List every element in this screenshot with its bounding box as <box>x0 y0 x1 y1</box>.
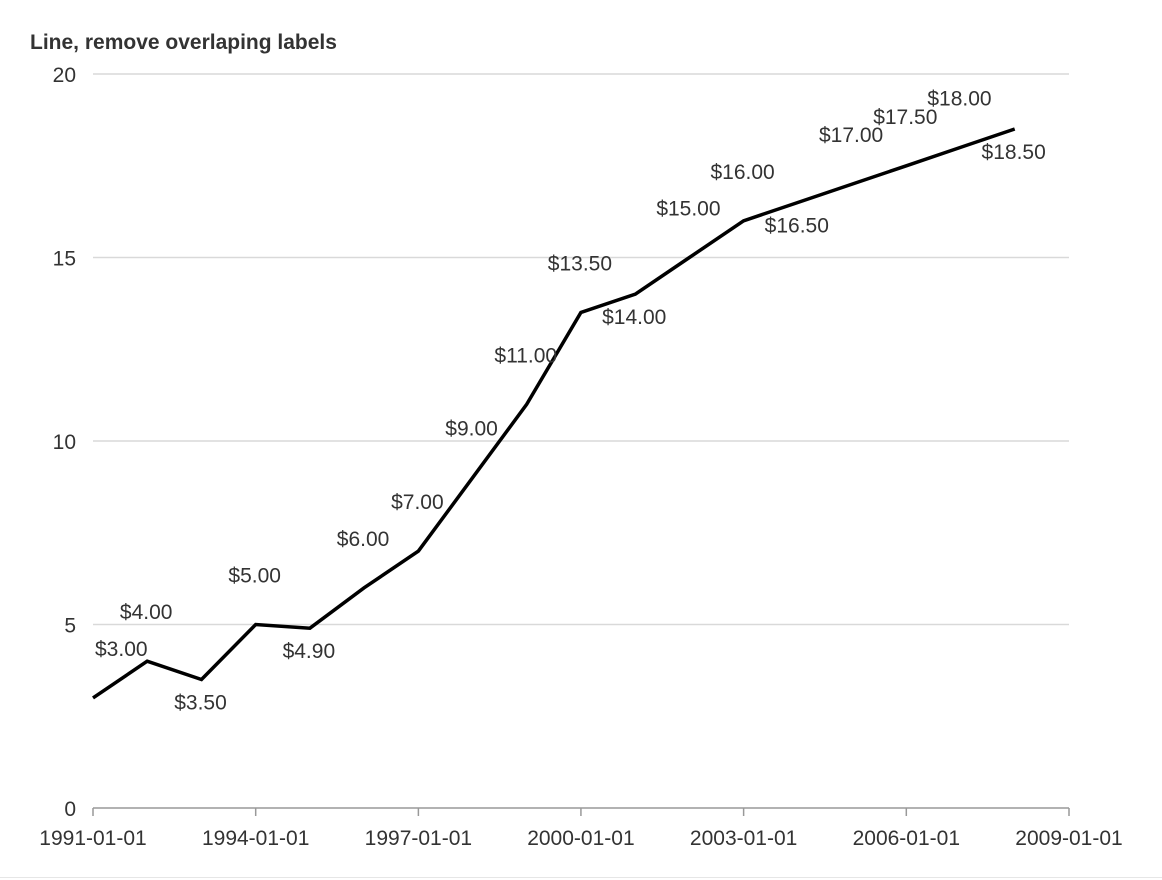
data-label: $4.90 <box>283 640 336 663</box>
data-label: $17.50 <box>873 106 937 129</box>
data-label: $3.50 <box>174 692 227 715</box>
data-label: $14.00 <box>602 306 666 329</box>
x-tick-label: 2003-01-01 <box>690 827 797 850</box>
y-tick-label: 10 <box>53 431 76 454</box>
y-tick-label: 0 <box>64 798 76 821</box>
data-label: $4.00 <box>120 601 173 624</box>
data-label: $18.50 <box>982 141 1046 164</box>
data-label: $18.00 <box>927 87 991 110</box>
data-label: $16.00 <box>711 161 775 184</box>
data-label: $5.00 <box>228 565 281 588</box>
data-label: $16.50 <box>765 214 829 237</box>
series-line <box>92 127 1016 700</box>
x-tick-label: 2006-01-01 <box>853 827 960 850</box>
data-label: $15.00 <box>656 198 720 221</box>
bottom-divider <box>0 877 1162 878</box>
data-label: $6.00 <box>337 528 390 551</box>
data-label: $11.00 <box>494 344 557 367</box>
y-tick-label: 15 <box>53 248 76 271</box>
x-tick-label: 1997-01-01 <box>365 827 472 850</box>
data-label: $17.00 <box>819 124 883 147</box>
x-tick-label: 1991-01-01 <box>39 827 146 850</box>
x-tick-label: 1994-01-01 <box>202 827 309 850</box>
data-label: $3.00 <box>95 638 148 661</box>
y-tick-label: 20 <box>53 64 76 87</box>
y-tick-label: 5 <box>64 615 76 638</box>
data-label: $9.00 <box>445 418 498 441</box>
data-label: $7.00 <box>391 491 444 514</box>
chart-title: Line, remove overlaping labels <box>30 31 337 54</box>
data-label: $13.50 <box>548 253 612 276</box>
x-tick-label: 2009-01-01 <box>1015 827 1122 850</box>
x-tick-label: 2000-01-01 <box>527 827 634 850</box>
